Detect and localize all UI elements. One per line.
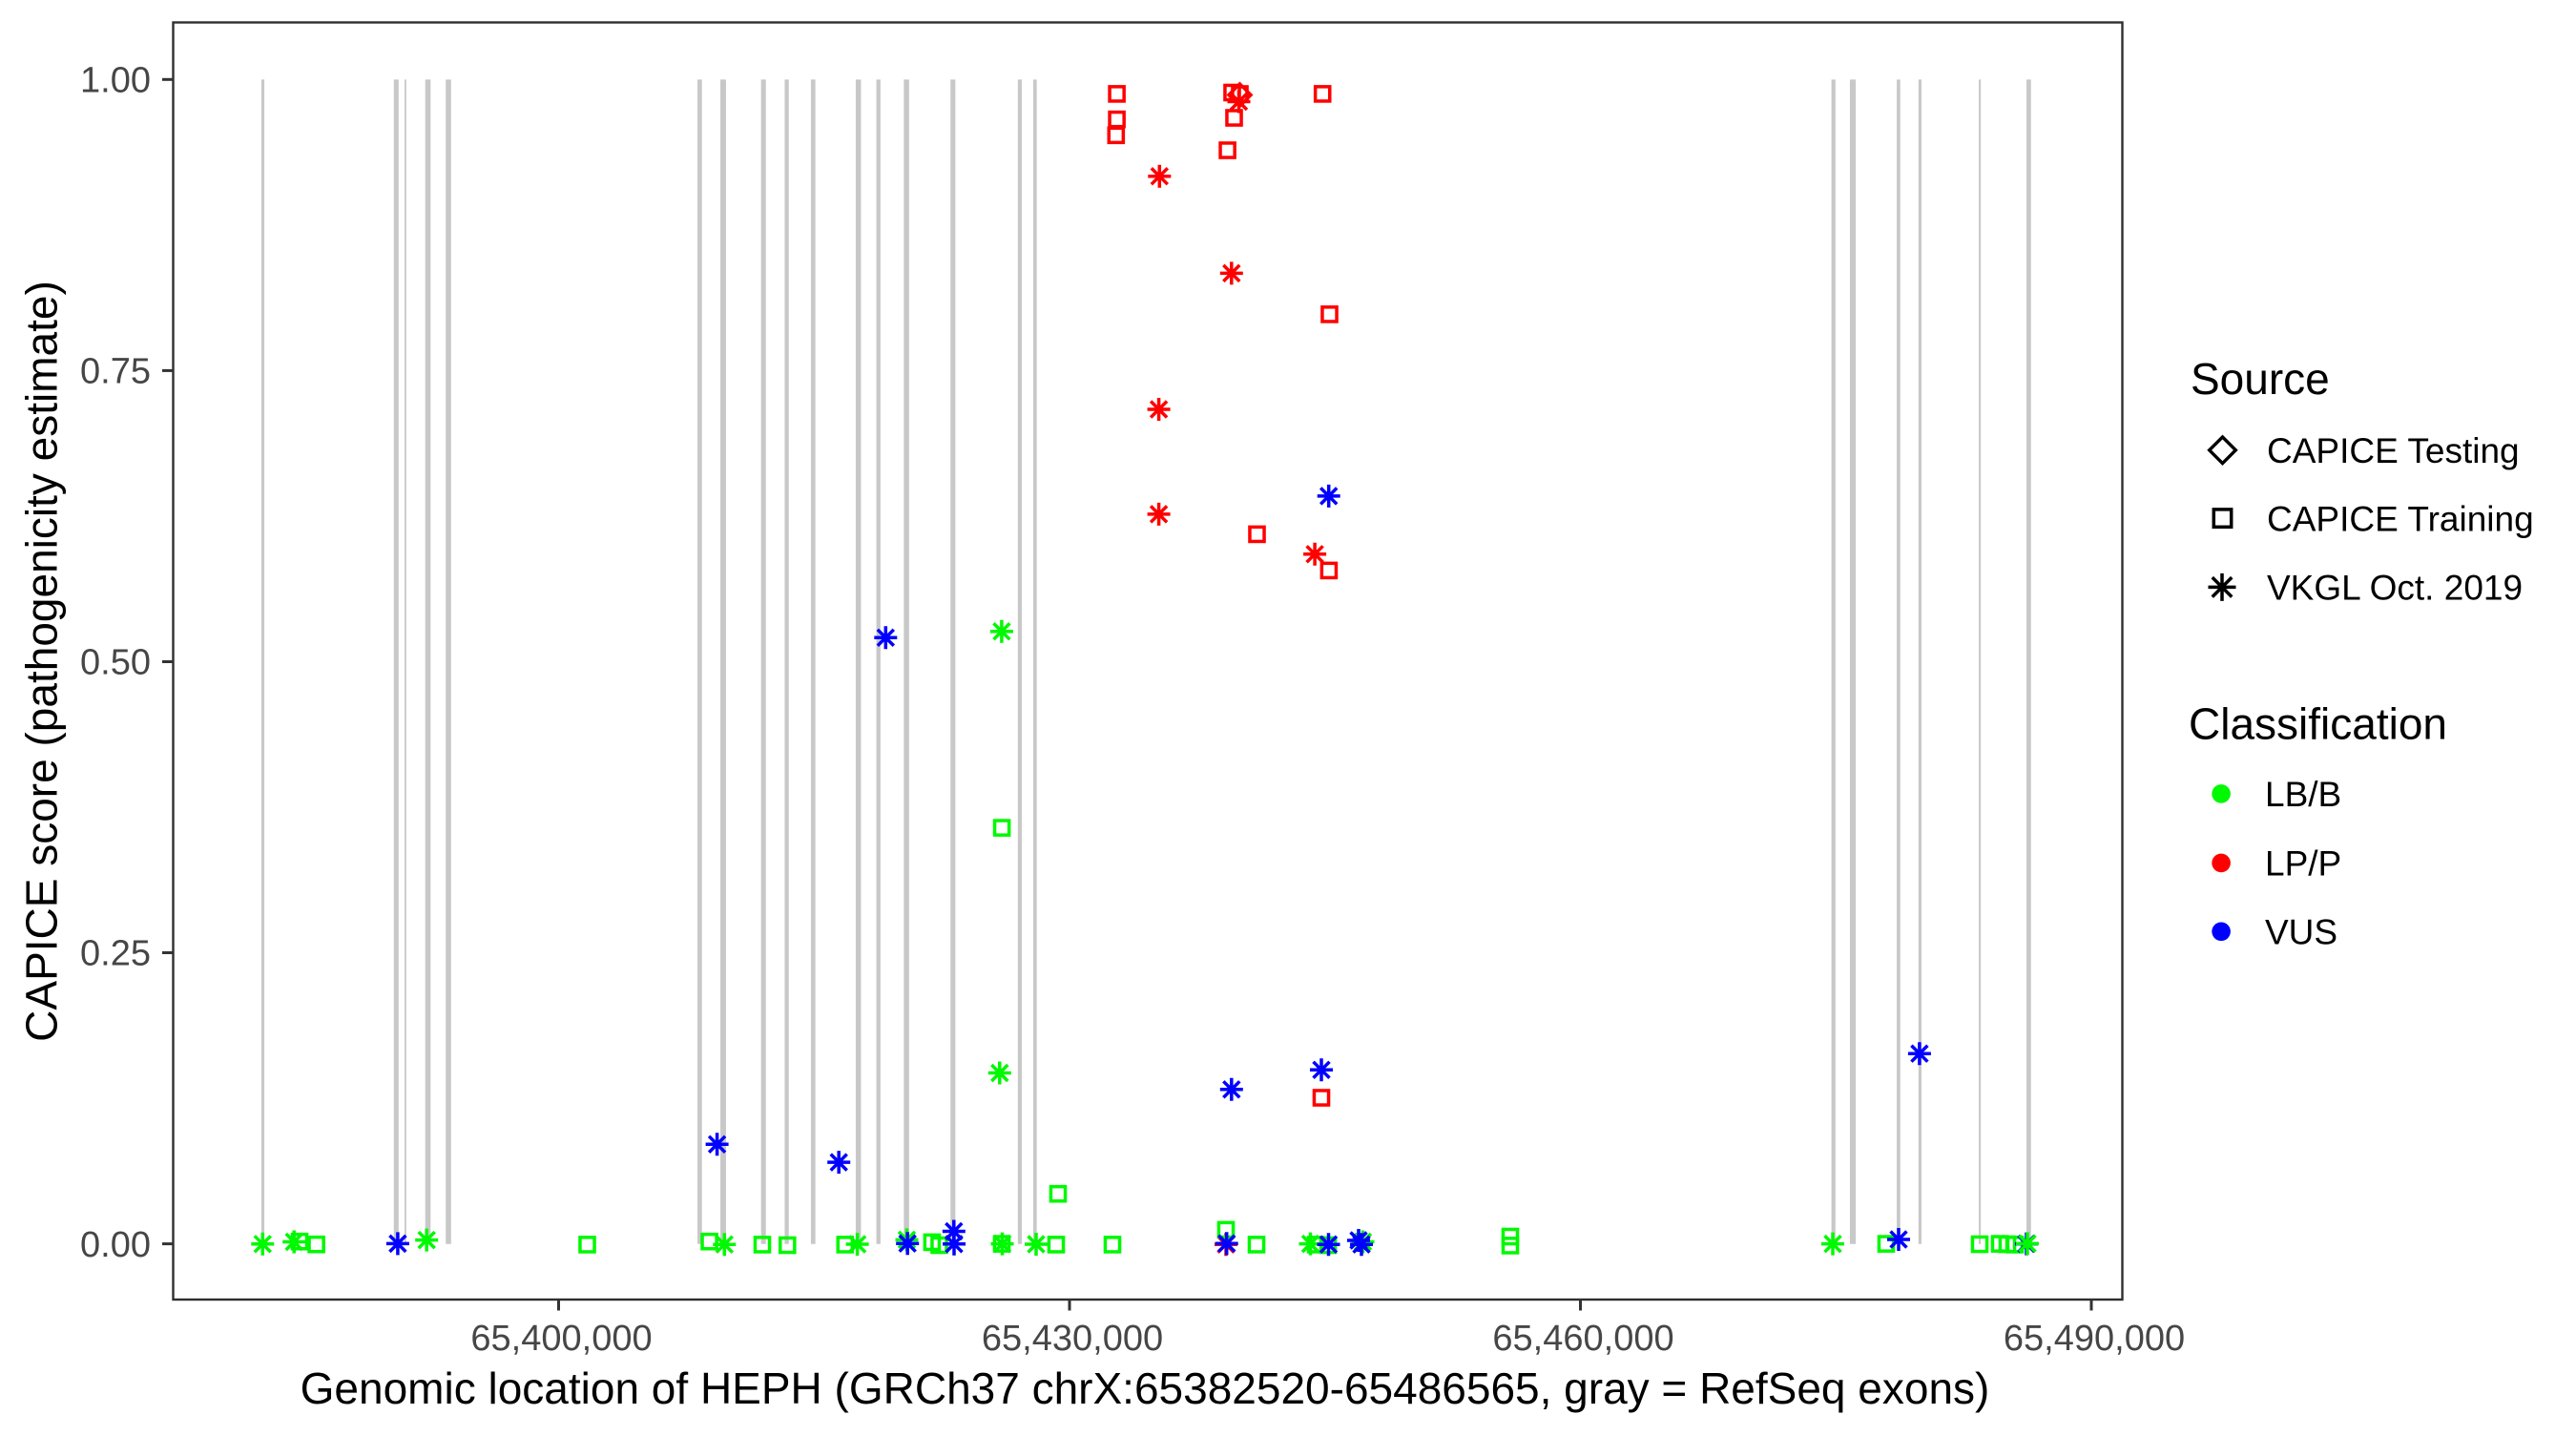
svg-text:0.75: 0.75	[80, 352, 151, 392]
svg-text:65,400,000: 65,400,000	[470, 1319, 652, 1359]
svg-text:CAPICE score (pathogenicity es: CAPICE score (pathogenicity estimate)	[17, 281, 67, 1042]
svg-text:0.50: 0.50	[80, 643, 151, 683]
svg-text:VKGL Oct. 2019: VKGL Oct. 2019	[2267, 569, 2523, 608]
svg-text:65,430,000: 65,430,000	[982, 1319, 1163, 1359]
svg-text:Source: Source	[2191, 354, 2330, 404]
svg-text:65,490,000: 65,490,000	[2004, 1319, 2185, 1359]
svg-text:65,460,000: 65,460,000	[1492, 1319, 1673, 1359]
svg-text:0.25: 0.25	[80, 934, 151, 974]
svg-text:Genomic location of HEPH (GRCh: Genomic location of HEPH (GRCh37 chrX:65…	[301, 1363, 1990, 1413]
svg-text:CAPICE Training: CAPICE Training	[2267, 499, 2534, 538]
svg-text:Classification: Classification	[2189, 699, 2447, 749]
svg-text:1.00: 1.00	[80, 61, 151, 101]
svg-text:VUS: VUS	[2265, 913, 2337, 952]
svg-text:0.00: 0.00	[80, 1225, 151, 1265]
svg-text:LP/P: LP/P	[2265, 844, 2341, 884]
svg-text:LB/B: LB/B	[2265, 775, 2341, 814]
svg-text:CAPICE Testing: CAPICE Testing	[2267, 431, 2520, 470]
